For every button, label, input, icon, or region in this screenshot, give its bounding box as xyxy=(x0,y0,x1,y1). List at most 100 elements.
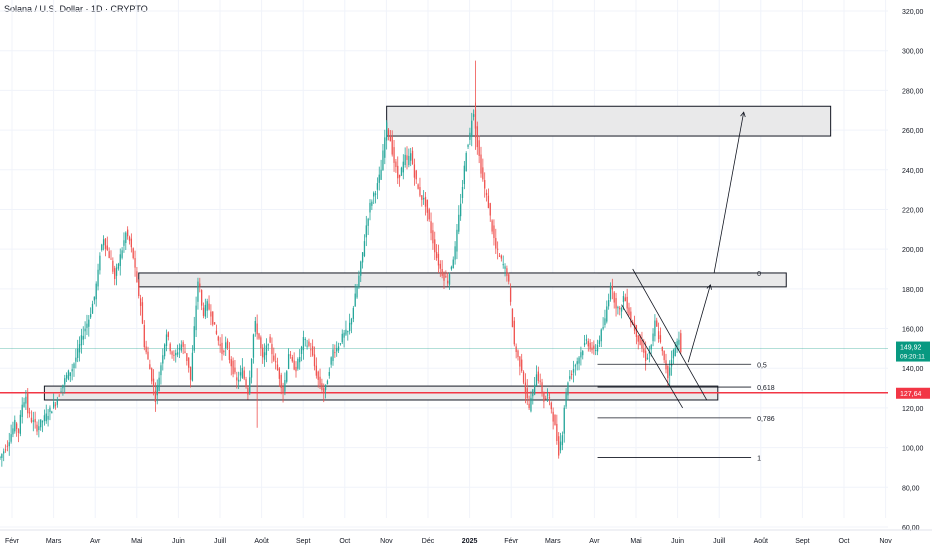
candle xyxy=(419,187,421,196)
candle xyxy=(186,353,188,362)
candle xyxy=(256,323,258,335)
candle xyxy=(219,344,221,346)
candle xyxy=(82,335,84,340)
candle xyxy=(236,377,238,381)
candle xyxy=(471,120,473,137)
price-tick-label: 200,00 xyxy=(902,247,924,254)
candle xyxy=(25,396,27,404)
candle xyxy=(558,436,560,456)
time-tick-label: Août xyxy=(754,538,768,545)
candle xyxy=(363,241,366,257)
candle xyxy=(178,347,181,350)
candle xyxy=(626,296,628,309)
candle xyxy=(282,387,284,394)
candle xyxy=(115,267,118,276)
candle xyxy=(162,355,164,364)
candle xyxy=(469,132,471,140)
candle xyxy=(606,306,608,322)
candle xyxy=(138,281,140,297)
candle xyxy=(315,365,317,376)
candle xyxy=(202,307,205,316)
candle xyxy=(485,192,488,196)
candle xyxy=(423,198,425,200)
candle xyxy=(611,285,613,290)
candle xyxy=(119,254,121,266)
candle xyxy=(201,290,203,306)
candle xyxy=(154,390,157,402)
candle xyxy=(8,442,10,447)
time-tick-label: Juin xyxy=(172,538,185,545)
candle xyxy=(58,395,60,397)
candle xyxy=(619,307,621,310)
candle xyxy=(263,352,266,360)
candle xyxy=(73,363,75,369)
candle xyxy=(319,376,321,385)
candle xyxy=(345,329,347,335)
candle xyxy=(443,273,445,281)
candle xyxy=(456,229,458,252)
candle xyxy=(648,351,650,354)
candle xyxy=(252,334,255,358)
candle xyxy=(195,305,197,331)
time-tick-label: 2025 xyxy=(462,538,478,545)
candle xyxy=(165,334,168,346)
candle xyxy=(160,365,162,376)
candle xyxy=(297,358,299,369)
candle xyxy=(91,303,94,314)
candle xyxy=(620,307,623,312)
candle xyxy=(326,380,329,385)
candle xyxy=(410,153,412,161)
time-tick-label: Juin xyxy=(671,538,684,545)
candle xyxy=(289,354,292,356)
candle xyxy=(212,311,214,325)
candle xyxy=(10,434,12,442)
candle xyxy=(189,366,192,380)
current-price-label: 149,92 xyxy=(900,345,922,352)
candle xyxy=(265,345,268,356)
candle xyxy=(356,286,358,298)
candle xyxy=(365,225,367,238)
candle xyxy=(676,341,678,349)
candle xyxy=(28,412,31,414)
candle xyxy=(65,375,68,379)
candle xyxy=(513,320,515,345)
candle xyxy=(284,380,286,392)
candle xyxy=(121,250,123,258)
candle xyxy=(12,428,14,435)
candle xyxy=(232,360,234,375)
candle xyxy=(36,424,38,432)
candle xyxy=(226,340,229,349)
candle xyxy=(339,343,342,345)
candle xyxy=(130,238,132,248)
candle xyxy=(543,392,545,402)
candle xyxy=(556,423,558,442)
candle xyxy=(221,342,223,354)
arrow-head xyxy=(740,111,746,118)
candle xyxy=(97,269,99,287)
support-price-badge xyxy=(896,387,930,399)
candle xyxy=(515,346,517,353)
candle xyxy=(106,245,108,251)
candle xyxy=(215,330,218,334)
candle xyxy=(286,371,288,382)
candle xyxy=(334,352,336,354)
price-tick-label: 240,00 xyxy=(902,168,924,175)
candle xyxy=(77,348,79,358)
price-tick-label: 120,00 xyxy=(902,406,924,413)
candle xyxy=(670,359,673,367)
candle xyxy=(239,372,242,376)
candle xyxy=(4,449,7,451)
time-tick-label: Nov xyxy=(380,538,393,545)
candle xyxy=(628,307,630,315)
candle xyxy=(67,370,70,380)
candle xyxy=(84,328,86,332)
price-tick-label: 140,00 xyxy=(902,366,924,373)
candle xyxy=(102,239,105,246)
candle xyxy=(387,129,390,136)
candle xyxy=(332,349,334,361)
candle xyxy=(184,351,186,353)
candle xyxy=(40,419,42,428)
candle xyxy=(600,329,602,342)
candle xyxy=(445,276,447,278)
